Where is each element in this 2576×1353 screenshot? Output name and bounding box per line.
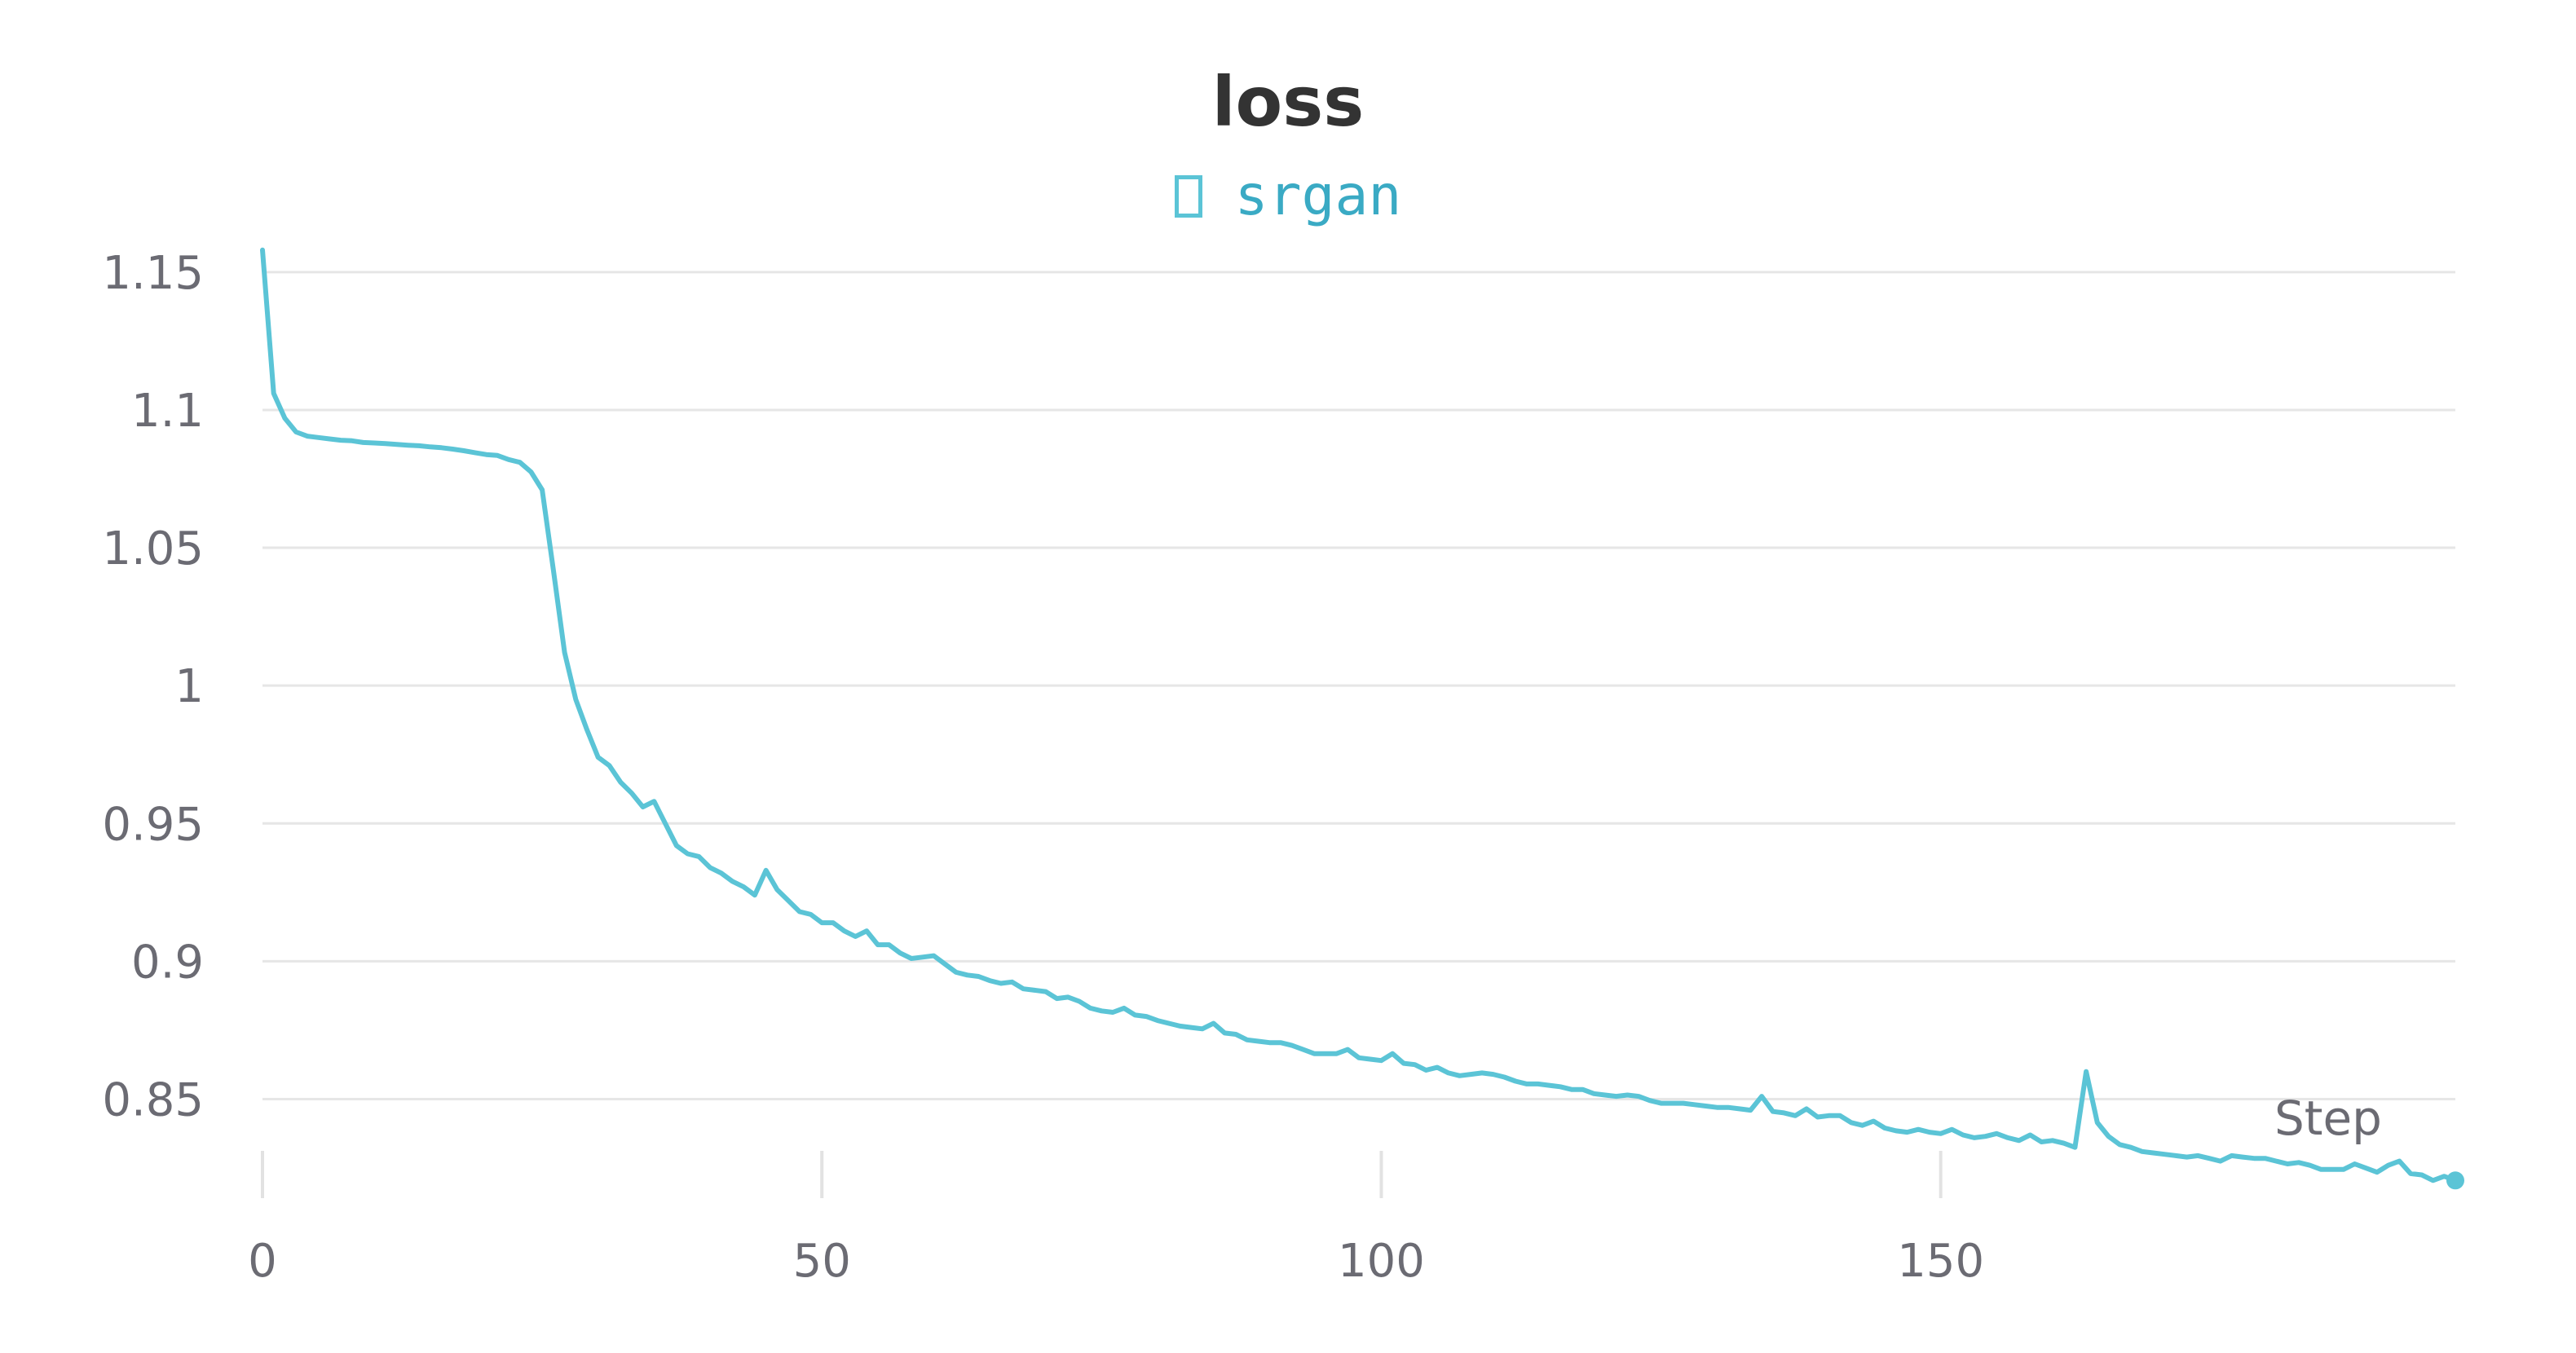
y-tick-label: 0.9 (131, 936, 204, 989)
x-tick-label: 0 (248, 1235, 277, 1288)
y-tick-label: 1.05 (102, 522, 204, 575)
chart-title: loss (1211, 62, 1365, 142)
y-tick-label: 1 (174, 660, 204, 713)
x-tick-label: 100 (1338, 1235, 1425, 1288)
y-tick-label: 0.85 (102, 1074, 204, 1127)
x-axis-label: Step (2274, 1091, 2382, 1146)
series-layer (260, 247, 2464, 1190)
series-endpoint-srgan (2446, 1171, 2464, 1190)
y-tick-label: 1.1 (131, 385, 204, 438)
y-tick-label: 1.15 (102, 247, 204, 300)
legend-swatch-srgan (1174, 175, 1202, 218)
gridlines (262, 271, 2455, 1101)
legend-label-srgan: srgan (1234, 164, 1402, 228)
x-ticks: 0 50 100 150 (248, 1151, 1984, 1288)
y-tick-label: 0.95 (102, 798, 204, 851)
y-ticks: 0.85 0.9 0.95 1 1.05 1.1 1.15 (102, 247, 204, 1127)
x-tick-label: 50 (793, 1235, 851, 1288)
legend: srgan (0, 160, 2576, 233)
series-line-srgan (260, 247, 2458, 1183)
x-tick-label: 150 (1897, 1235, 1984, 1288)
